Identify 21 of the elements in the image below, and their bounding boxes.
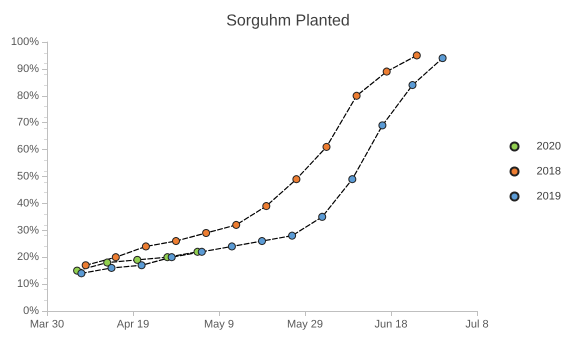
x-tick-label: Apr 19 [116, 318, 150, 330]
y-tick-label: 30% [16, 224, 40, 236]
y-tick-label: 10% [16, 278, 40, 290]
chart-title: Sorguhm Planted [226, 12, 350, 30]
legend-label: 2018 [536, 166, 562, 178]
legend-label: 2019 [536, 190, 562, 202]
y-tick-label: 90% [16, 62, 40, 75]
legend-label: 2020 [536, 140, 562, 152]
x-tick-label: Jun 18 [374, 318, 408, 330]
y-tick-label: 70% [16, 116, 40, 129]
y-tick-label: 0% [23, 305, 40, 317]
y-tick-label: 80% [16, 90, 40, 102]
x-tick-label: May 9 [204, 318, 234, 330]
x-tick-label: Jul 8 [465, 318, 489, 330]
y-tick-label: 100% [10, 36, 40, 48]
x-tick-label: May 29 [286, 318, 324, 330]
y-tick-label: 20% [16, 251, 40, 264]
y-tick-label: 50% [16, 170, 40, 182]
y-tick-label: 60% [16, 144, 40, 156]
x-tick-label: Mar 30 [30, 318, 64, 330]
y-tick-label: 40% [16, 197, 40, 210]
